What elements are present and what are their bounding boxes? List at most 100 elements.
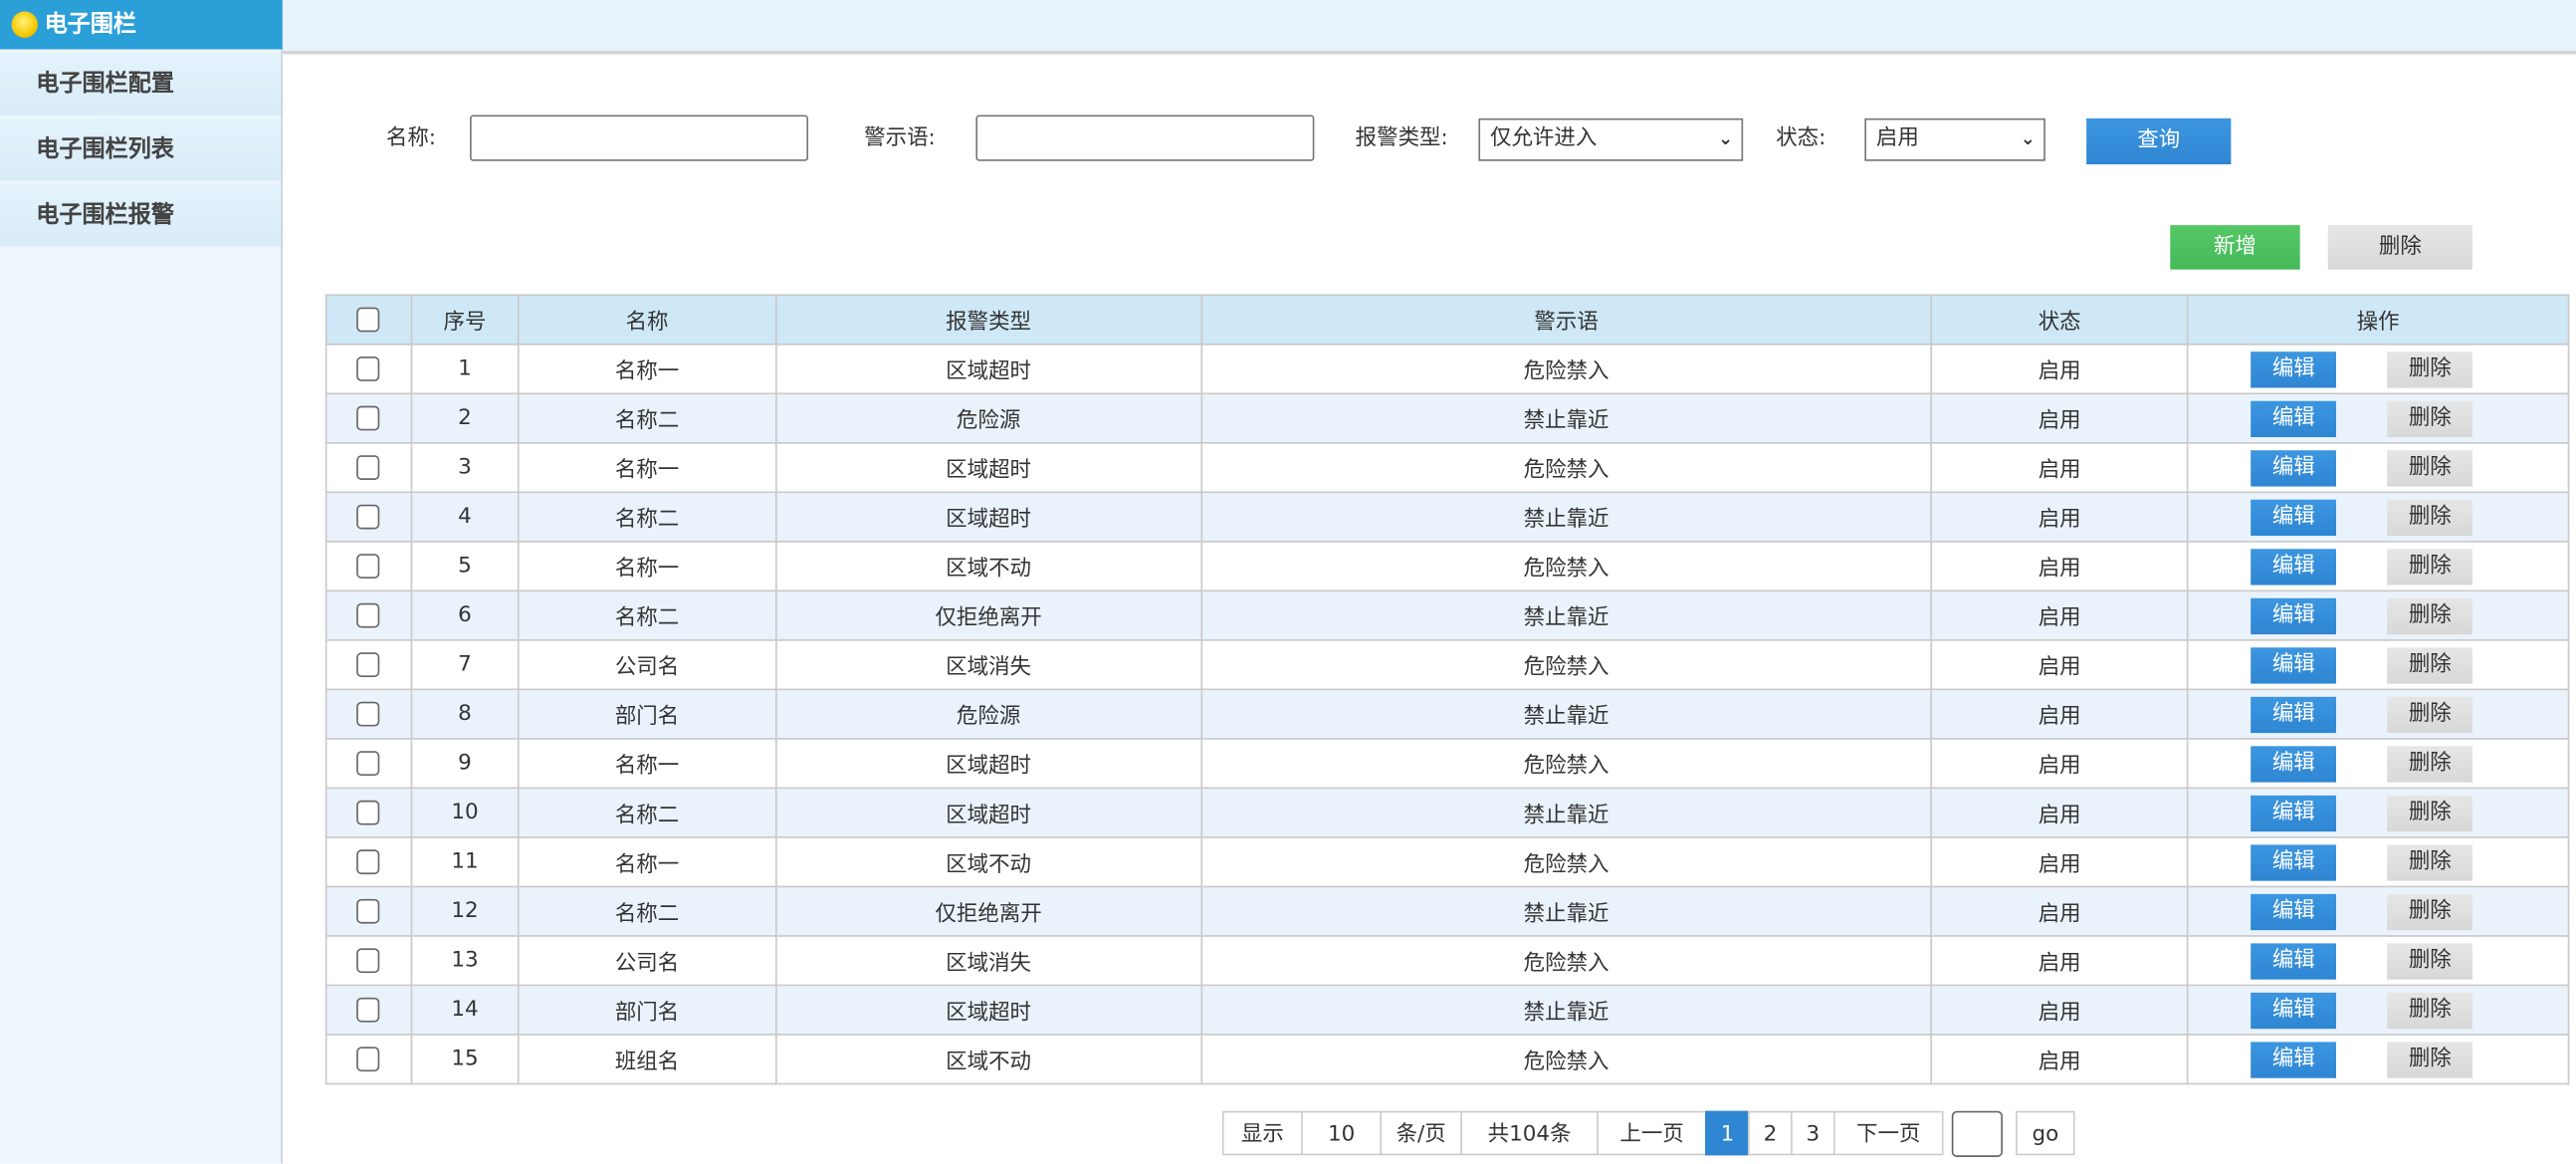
edit-button[interactable]: 编辑 [2251, 647, 2337, 684]
edit-button[interactable]: 编辑 [2251, 992, 2337, 1030]
row-status: 启用 [1930, 984, 2189, 1036]
query-button[interactable]: 查询 [2086, 117, 2232, 165]
row-no: 7 [410, 639, 520, 691]
jump-page-input[interactable] [1951, 1110, 2003, 1157]
delete-button[interactable]: 删除 [2387, 549, 2473, 585]
page-3-button[interactable]: 3 [1791, 1110, 1835, 1156]
row-actions: 编辑 删除 [2187, 935, 2570, 987]
row-warning: 禁止靠近 [1199, 491, 1933, 543]
select-all-checkbox[interactable] [356, 307, 381, 333]
delete-button[interactable]: 删除 [2387, 450, 2473, 487]
row-select-cell [324, 491, 413, 543]
status-value: 启用 [1875, 126, 1919, 151]
show-label: 显示 [1221, 1110, 1303, 1156]
delete-button[interactable]: 删除 [2387, 746, 2473, 783]
prev-page-button[interactable]: 上一页 [1597, 1110, 1707, 1156]
row-alarm-type: 危险源 [774, 688, 1202, 740]
delete-button[interactable]: 删除 [2387, 844, 2473, 881]
row-name: 名称二 [517, 885, 777, 937]
row-status: 启用 [1930, 836, 2189, 888]
row-checkbox[interactable] [356, 997, 381, 1023]
row-checkbox[interactable] [356, 898, 381, 924]
status-label: 状态: [1776, 126, 1826, 151]
edit-button[interactable]: 编辑 [2251, 450, 2337, 487]
delete-button[interactable]: 删除 [2387, 1042, 2473, 1078]
bulk-delete-button[interactable]: 删除 [2327, 225, 2473, 270]
row-status: 启用 [1930, 639, 2189, 691]
delete-button[interactable]: 删除 [2387, 696, 2473, 734]
add-button[interactable]: 新增 [2170, 225, 2300, 270]
sidebar-item-config[interactable]: 电子围栏配置 [0, 52, 282, 116]
row-checkbox[interactable] [356, 849, 381, 875]
sidebar-item-list[interactable]: 电子围栏列表 [0, 117, 282, 181]
status-select[interactable]: 启用 ⌄ [1864, 117, 2045, 161]
row-select-cell [324, 885, 413, 937]
row-actions: 编辑 删除 [2187, 541, 2570, 592]
alarm-type-label: 报警类型: [1355, 126, 1448, 151]
edit-button[interactable]: 编辑 [2251, 696, 2337, 734]
delete-button[interactable]: 删除 [2387, 893, 2473, 931]
row-name: 名称一 [517, 738, 777, 790]
row-checkbox[interactable] [356, 652, 381, 678]
row-checkbox[interactable] [356, 602, 381, 628]
edit-button[interactable]: 编辑 [2251, 400, 2337, 438]
row-checkbox[interactable] [356, 455, 381, 480]
warning-input[interactable] [975, 115, 1315, 161]
row-alarm-type: 区域超时 [774, 441, 1202, 494]
header-alarm-type: 报警类型 [774, 294, 1202, 346]
edit-button[interactable]: 编辑 [2251, 499, 2337, 537]
page-1-button[interactable]: 1 [1705, 1110, 1750, 1156]
edit-button[interactable]: 编辑 [2251, 746, 2337, 783]
row-checkbox[interactable] [356, 1047, 381, 1072]
page-size[interactable]: 10 [1301, 1110, 1383, 1156]
table-row: 6 名称二 仅拒绝离开 禁止靠近 启用 编辑 删除 [324, 589, 2570, 641]
alarm-type-value: 仅允许进入 [1490, 126, 1598, 151]
edit-button[interactable]: 编辑 [2251, 943, 2337, 980]
row-checkbox[interactable] [356, 356, 381, 381]
row-select-cell [324, 441, 413, 494]
edit-button[interactable]: 编辑 [2251, 893, 2337, 931]
table-row: 4 名称二 区域超时 禁止靠近 启用 编辑 删除 [324, 491, 2570, 543]
edit-button[interactable]: 编辑 [2251, 597, 2337, 635]
delete-button[interactable]: 删除 [2387, 647, 2473, 684]
row-checkbox[interactable] [356, 800, 381, 825]
row-warning: 禁止靠近 [1199, 787, 1933, 838]
edit-button[interactable]: 编辑 [2251, 1042, 2337, 1078]
edit-button[interactable]: 编辑 [2251, 844, 2337, 881]
row-no: 2 [410, 392, 520, 444]
edit-button[interactable]: 编辑 [2251, 795, 2337, 832]
row-name: 名称二 [517, 491, 777, 543]
delete-button[interactable]: 删除 [2387, 351, 2473, 388]
row-checkbox[interactable] [356, 751, 381, 777]
delete-button[interactable]: 删除 [2387, 795, 2473, 832]
row-no: 3 [410, 441, 520, 494]
row-name: 名称一 [517, 836, 777, 888]
row-alarm-type: 区域超时 [774, 738, 1202, 790]
delete-button[interactable]: 删除 [2387, 597, 2473, 635]
row-checkbox[interactable] [356, 701, 381, 727]
row-checkbox[interactable] [356, 504, 381, 530]
row-checkbox[interactable] [356, 405, 381, 431]
delete-button[interactable]: 删除 [2387, 400, 2473, 438]
delete-button[interactable]: 删除 [2387, 943, 2473, 980]
delete-button[interactable]: 删除 [2387, 992, 2473, 1030]
row-status: 启用 [1930, 885, 2189, 937]
row-checkbox[interactable] [356, 554, 381, 579]
row-warning: 危险禁入 [1199, 738, 1933, 790]
table-row: 5 名称一 区域不动 危险禁入 启用 编辑 删除 [324, 541, 2570, 592]
page-2-button[interactable]: 2 [1748, 1110, 1793, 1156]
sidebar-header[interactable]: 电子围栏 [0, 0, 283, 50]
row-checkbox[interactable] [356, 948, 381, 974]
table-row: 3 名称一 区域超时 危险禁入 启用 编辑 删除 [324, 441, 2570, 494]
delete-button[interactable]: 删除 [2387, 499, 2473, 537]
edit-button[interactable]: 编辑 [2251, 351, 2337, 388]
name-input[interactable] [470, 115, 809, 161]
edit-button[interactable]: 编辑 [2251, 549, 2337, 585]
alarm-type-select[interactable]: 仅允许进入 ⌄ [1478, 117, 1744, 161]
sidebar-item-label: 电子围栏配置 [36, 70, 174, 98]
sidebar-item-alarm[interactable]: 电子围栏报警 [0, 183, 282, 247]
table-row: 14 部门名 区域超时 禁止靠近 启用 编辑 删除 [324, 984, 2570, 1036]
row-status: 启用 [1930, 541, 2189, 592]
go-button[interactable]: go [2016, 1110, 2075, 1156]
next-page-button[interactable]: 下一页 [1832, 1110, 1944, 1156]
